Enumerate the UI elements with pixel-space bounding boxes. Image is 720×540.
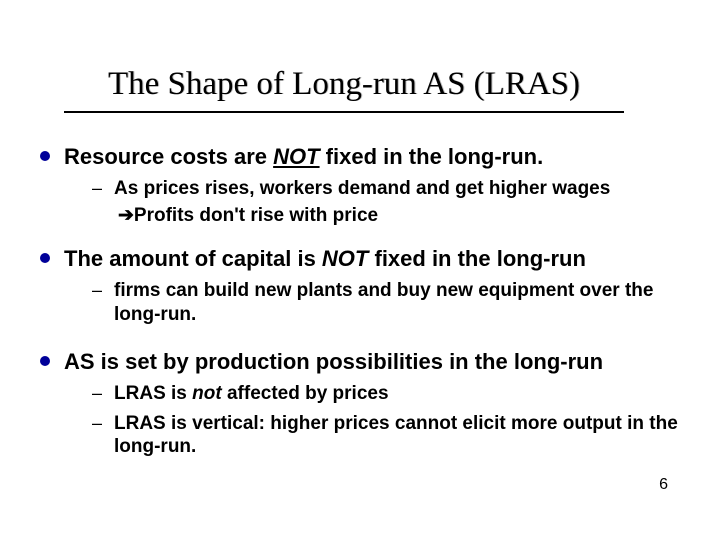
content-area: Resource costs are NOT fixed in the long… [0, 113, 720, 459]
bullet-2-sub-1-text: firms can build new plants and buy new e… [114, 279, 680, 327]
dash-icon: – [92, 280, 102, 301]
bullet-3-sub-1-text: LRAS is not affected by prices [114, 382, 389, 406]
bullet-1-sub-1-text: As prices rises, workers demand and get … [114, 177, 610, 201]
bullet-3-sub-1-post: affected by prices [222, 383, 389, 404]
bullet-dot-icon [40, 151, 50, 161]
page-number: 6 [659, 476, 668, 494]
bullet-1: Resource costs are NOT fixed in the long… [40, 143, 680, 171]
bullet-dot-icon [40, 253, 50, 263]
dash-icon: – [92, 413, 102, 434]
bullet-3-text: AS is set by production possibilities in… [64, 348, 603, 376]
bullet-1-emph: NOT [273, 144, 319, 169]
bullet-3: AS is set by production possibilities in… [40, 348, 680, 376]
bullet-3-sub-2-text: LRAS is vertical: higher prices cannot e… [114, 412, 680, 460]
bullet-2: The amount of capital is NOT fixed in th… [40, 245, 680, 273]
bullet-1-post: fixed in the long-run. [320, 144, 544, 169]
spacer [40, 227, 680, 235]
bullet-3-sub-1-emph: not [192, 383, 222, 404]
bullet-1-arrow-line: ➔Profits don't rise with price [118, 204, 680, 227]
bullet-3-sub-1-pre: LRAS is [114, 383, 192, 404]
bullet-3-sub-2: – LRAS is vertical: higher prices cannot… [92, 412, 680, 460]
bullet-2-emph: NOT [322, 246, 368, 271]
bullet-1-arrow-text: Profits don't rise with price [134, 205, 378, 226]
bullet-1-pre: Resource costs are [64, 144, 273, 169]
bullet-1-sub-1: – As prices rises, workers demand and ge… [92, 177, 680, 201]
slide-title: The Shape of Long-run AS (LRAS) [64, 0, 624, 113]
bullet-2-text: The amount of capital is NOT fixed in th… [64, 245, 586, 273]
slide: The Shape of Long-run AS (LRAS) Resource… [0, 0, 720, 540]
bullet-dot-icon [40, 356, 50, 366]
dash-icon: – [92, 178, 102, 199]
bullet-2-pre: The amount of capital is [64, 246, 322, 271]
arrow-icon: ➔ [118, 205, 134, 226]
spacer [40, 330, 680, 338]
dash-icon: – [92, 383, 102, 404]
bullet-3-sub-1: – LRAS is not affected by prices [92, 382, 680, 406]
bullet-2-sub-1: – firms can build new plants and buy new… [92, 279, 680, 327]
bullet-1-text: Resource costs are NOT fixed in the long… [64, 143, 543, 171]
bullet-2-post: fixed in the long-run [368, 246, 586, 271]
